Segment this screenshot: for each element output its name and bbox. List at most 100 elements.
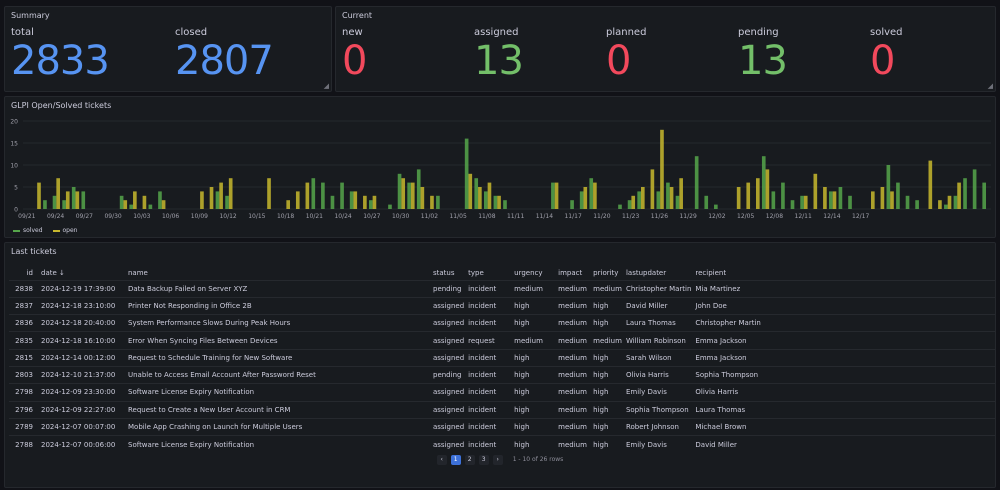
bar-open[interactable] <box>478 187 482 209</box>
bar-solved[interactable] <box>675 195 680 209</box>
bar-open[interactable] <box>497 195 501 209</box>
bar-open[interactable] <box>928 160 933 209</box>
bar-open[interactable] <box>823 187 827 209</box>
bar-solved[interactable] <box>800 195 804 209</box>
bar-solved[interactable] <box>52 195 57 209</box>
bar-open[interactable] <box>37 182 41 209</box>
bar-open[interactable] <box>372 195 377 209</box>
bar-open[interactable] <box>679 178 683 209</box>
legend-item-open[interactable]: open <box>52 227 78 234</box>
bar-solved[interactable] <box>129 204 134 209</box>
table-row[interactable]: 2789 2024-12-07 00:07:00 Mobile App Crashi… <box>9 417 995 436</box>
bar-solved[interactable] <box>829 191 833 209</box>
bar-solved[interactable] <box>579 191 584 209</box>
bar-open[interactable] <box>65 191 70 209</box>
resize-handle-icon[interactable]: ◢ <box>323 82 329 90</box>
bar-solved[interactable] <box>215 191 220 209</box>
bar-open[interactable] <box>487 182 492 209</box>
bar-solved[interactable] <box>484 191 488 209</box>
bar-open[interactable] <box>305 182 310 209</box>
bar-solved[interactable] <box>627 200 632 209</box>
next-page-button[interactable]: › <box>492 454 503 465</box>
bar-open[interactable] <box>410 182 415 209</box>
bar-solved[interactable] <box>81 191 86 209</box>
page-1-button[interactable]: 1 <box>450 454 461 465</box>
bar-solved[interactable] <box>158 191 162 209</box>
bar-open[interactable] <box>832 191 837 209</box>
bar-open[interactable] <box>267 178 271 209</box>
table-row[interactable]: 2796 2024-12-09 22:27:00 Request to Create… <box>9 400 995 419</box>
bar-open[interactable] <box>650 169 655 209</box>
bar-open[interactable] <box>593 182 597 209</box>
bar-open[interactable] <box>353 191 358 209</box>
bar-solved[interactable] <box>311 178 316 209</box>
table-row[interactable]: 2837 2024-12-18 23:10:00 Printer Not Respo… <box>9 296 995 315</box>
bar-solved[interactable] <box>666 182 670 209</box>
table-row[interactable]: 2836 2024-12-18 20:40:00 System Performanc… <box>9 314 995 332</box>
bar-open[interactable] <box>75 191 80 209</box>
bar-solved[interactable] <box>436 195 440 209</box>
table-row[interactable]: 2788 2024-12-07 00:06:00 Software License … <box>9 435 995 453</box>
bar-open[interactable] <box>554 182 559 209</box>
bar-open[interactable] <box>631 195 636 209</box>
bar-solved[interactable] <box>62 200 66 209</box>
col-header-status[interactable]: status <box>433 269 455 278</box>
bar-solved[interactable] <box>781 182 785 209</box>
bar-solved[interactable] <box>551 182 555 209</box>
bar-solved[interactable] <box>503 200 507 209</box>
bar-open[interactable] <box>890 191 894 209</box>
bar-open[interactable] <box>295 191 300 209</box>
bar-solved[interactable] <box>704 195 709 209</box>
bar-solved[interactable] <box>368 200 373 209</box>
bar-solved[interactable] <box>637 191 641 209</box>
bar-open[interactable] <box>803 195 808 209</box>
bar-open[interactable] <box>420 187 425 209</box>
bar-open[interactable] <box>736 187 741 209</box>
bar-open[interactable] <box>161 200 166 209</box>
bar-open[interactable] <box>880 187 885 209</box>
bar-open[interactable] <box>123 200 128 209</box>
bar-solved[interactable] <box>905 195 910 209</box>
col-header-urgency[interactable]: urgency <box>514 269 543 278</box>
bar-open[interactable] <box>209 187 214 209</box>
bar-solved[interactable] <box>761 156 766 209</box>
bar-solved[interactable] <box>148 204 153 209</box>
legend-item-solved[interactable]: solved <box>13 227 43 234</box>
bar-open[interactable] <box>640 187 645 209</box>
table-row[interactable]: 2815 2024-12-14 00:12:00 Request to Schedu… <box>9 348 995 367</box>
bar-solved[interactable] <box>944 204 948 209</box>
bar-solved[interactable] <box>953 195 958 209</box>
bar-open[interactable] <box>286 200 291 209</box>
bar-solved[interactable] <box>119 195 124 209</box>
bar-solved[interactable] <box>694 156 699 209</box>
bar-solved[interactable] <box>493 195 498 209</box>
bar-open[interactable] <box>660 129 664 209</box>
bar-solved[interactable] <box>464 138 469 209</box>
prev-page-button[interactable]: ‹ <box>436 454 447 465</box>
bar-open[interactable] <box>200 191 204 209</box>
bar-solved[interactable] <box>896 182 900 209</box>
bar-open[interactable] <box>219 182 223 209</box>
table-row[interactable]: 2838 2024-12-19 17:39:00 Data Backup Faile… <box>9 279 995 298</box>
bar-solved[interactable] <box>963 178 967 209</box>
bar-solved[interactable] <box>321 182 325 209</box>
bar-solved[interactable] <box>71 187 76 209</box>
bar-open[interactable] <box>813 173 818 209</box>
bar-open[interactable] <box>938 200 942 209</box>
col-header-type[interactable]: type <box>468 269 484 278</box>
bar-open[interactable] <box>56 178 60 209</box>
bar-solved[interactable] <box>225 195 229 209</box>
col-header-date[interactable]: date ↓ <box>37 267 124 280</box>
bar-open[interactable] <box>133 191 137 209</box>
bar-solved[interactable] <box>618 204 622 209</box>
col-header-id[interactable]: id <box>26 269 33 278</box>
bar-solved[interactable] <box>589 178 594 209</box>
table-row[interactable]: 2798 2024-12-09 23:30:00 Software License … <box>9 383 995 402</box>
bar-solved[interactable] <box>407 182 411 209</box>
bar-solved[interactable] <box>656 191 661 209</box>
resize-handle-icon[interactable]: ◢ <box>987 82 993 90</box>
bar-open[interactable] <box>228 178 233 209</box>
bar-open[interactable] <box>871 191 875 209</box>
col-header-priority[interactable]: priority <box>593 269 619 278</box>
bar-open[interactable] <box>765 169 770 209</box>
